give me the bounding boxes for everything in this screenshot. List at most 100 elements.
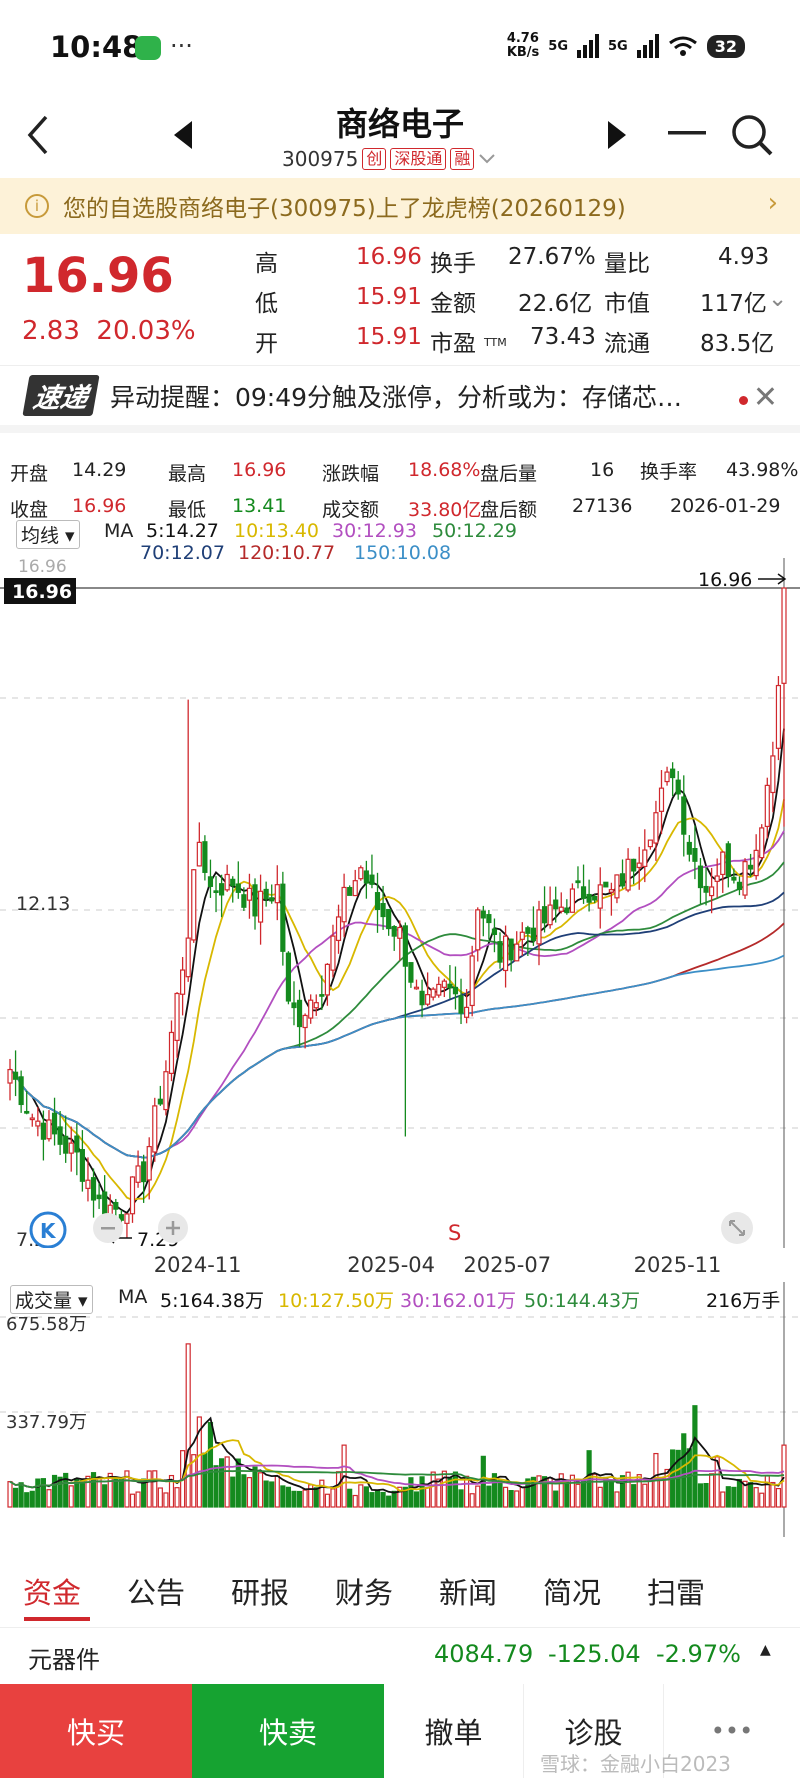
ma-line-30 (9, 830, 785, 1159)
quick-buy-button[interactable]: 快买 (0, 1684, 192, 1778)
bottom-action-bar: 快买 快卖 撤单 诊股 ••• (0, 1684, 800, 1778)
candle-body (681, 796, 687, 835)
candle-body (642, 849, 648, 868)
volume-bar (35, 1478, 41, 1508)
tab-finance[interactable]: 财务 (334, 1576, 393, 1610)
volume-bar (135, 1491, 141, 1508)
candle-body (347, 887, 353, 896)
volume-bar (324, 1493, 330, 1508)
volume-bar (191, 1454, 197, 1508)
k-line-toggle-icon[interactable] (29, 1211, 67, 1248)
candle-body (675, 779, 681, 795)
volume-bar (146, 1470, 152, 1508)
volume-bar (296, 1490, 303, 1508)
dragon-tiger-notice[interactable]: i 您的自选股商络电子(300975)上了龙虎榜(20260129) › (0, 178, 800, 234)
candle-body (18, 1076, 24, 1106)
candle-body (35, 1120, 41, 1127)
candle-body (575, 880, 581, 884)
candle-body (102, 1191, 108, 1217)
candle-body (224, 873, 230, 891)
more-icon[interactable]: ••• (664, 1684, 800, 1778)
candle-body (753, 849, 759, 877)
ohlc-info: 开盘 14.29 最高 16.96 涨跌幅 18.68% 盘后量 16 换手率 … (10, 459, 799, 521)
expand-up-icon[interactable]: ▲ (760, 1642, 771, 1658)
ma-line-150 (9, 954, 785, 1159)
cancel-order-button[interactable]: 撤单 (384, 1684, 524, 1778)
next-stock-icon[interactable] (604, 119, 630, 151)
volume-bar (57, 1476, 63, 1508)
sector-bar[interactable]: 元器件 4084.79 -125.04 -2.97% ▲ (0, 1627, 800, 1679)
volume-bar (413, 1491, 420, 1508)
candle-body (514, 943, 520, 962)
volume-bar (246, 1477, 253, 1508)
volume-bar (475, 1485, 481, 1508)
net-speed: 4.76 KB/s (506, 31, 540, 60)
candle-body (592, 895, 598, 901)
volume-bar (597, 1486, 603, 1508)
volume-bar (263, 1480, 269, 1508)
volume-selector[interactable]: 成交量 ▾ (10, 1285, 93, 1314)
volume-bar (508, 1490, 514, 1508)
volume-bar (68, 1485, 74, 1508)
status-bar: 10:48 ··· 4.76 KB/s 5G 5G 32 (0, 0, 800, 90)
candle-body (363, 870, 369, 884)
volume-y-mid-label: 337.79万 (6, 1412, 87, 1433)
wechat-icon (135, 36, 161, 60)
stock-code: 300975 (282, 147, 359, 171)
volume-bar (631, 1484, 637, 1508)
previous-stock-icon[interactable] (170, 119, 196, 151)
volume-bar (124, 1470, 130, 1508)
volume-bar (441, 1470, 447, 1508)
candle-body (497, 941, 503, 963)
volume-chart[interactable]: 675.58万 337.79万 (0, 1282, 800, 1537)
volume-ma-line-5 (9, 1416, 785, 1494)
ma-selector[interactable]: 均线 ▾ (16, 520, 80, 549)
express-logo: 速递 (22, 375, 100, 416)
candle-body (419, 990, 425, 1006)
volume-bar (458, 1489, 464, 1508)
ma-line-50 (9, 861, 785, 1159)
express-text: 异动提醒：09:49分触及涨停，分析或为：存储芯… (110, 382, 683, 412)
search-icon[interactable] (730, 113, 774, 157)
candle-body (670, 768, 676, 779)
info-tabs: 资金 公告 研报 财务 新闻 简况 扫雷 (0, 1570, 800, 1625)
diagnose-button[interactable]: 诊股 (524, 1684, 664, 1778)
clock: 10:48 (50, 30, 143, 64)
tab-profile[interactable]: 简况 (542, 1576, 601, 1610)
back-icon[interactable] (24, 113, 54, 157)
candlestick-chart[interactable]: 16.96 16.96 12.13 7.29 16.96 7.29 S K (0, 548, 800, 1248)
volume-bar (118, 1476, 124, 1508)
candle-body (335, 916, 342, 942)
candle-body (63, 1135, 69, 1154)
candle-body (219, 883, 225, 896)
quick-sell-button[interactable]: 快卖 (192, 1684, 384, 1778)
candle-body (358, 867, 364, 880)
volume-bar (486, 1485, 492, 1508)
candle-body (447, 983, 453, 989)
candle-body (770, 755, 776, 794)
volume-bar (686, 1448, 692, 1508)
minimize-icon[interactable] (668, 131, 706, 137)
candle-body (24, 1110, 30, 1114)
volume-bar (174, 1487, 180, 1508)
chevron-down-icon[interactable] (478, 152, 496, 166)
candle-body (113, 1201, 119, 1210)
volume-bar (185, 1343, 191, 1508)
candle-body (386, 908, 392, 930)
tab-announcement[interactable]: 公告 (126, 1576, 185, 1610)
tab-fund[interactable]: 资金 (22, 1576, 81, 1610)
more-notifications-icon: ··· (170, 32, 193, 60)
volume-bar (642, 1483, 648, 1508)
volume-bar (541, 1476, 548, 1508)
volume-bar (731, 1486, 737, 1508)
candle-body (235, 883, 241, 893)
candle-body (29, 1117, 35, 1121)
ma-line-70 (9, 891, 785, 1159)
battery-icon: 32 (706, 34, 745, 58)
tab-research[interactable]: 研报 (230, 1576, 289, 1610)
tab-risk-scan[interactable]: 扫雷 (646, 1576, 705, 1610)
express-alert[interactable]: 速递 异动提醒：09:49分触及涨停，分析或为：存储芯… ✕ (0, 365, 800, 433)
tab-news[interactable]: 新闻 (438, 1576, 497, 1610)
close-icon[interactable]: ✕ (752, 380, 778, 415)
sim1-label: 5G (548, 38, 569, 54)
